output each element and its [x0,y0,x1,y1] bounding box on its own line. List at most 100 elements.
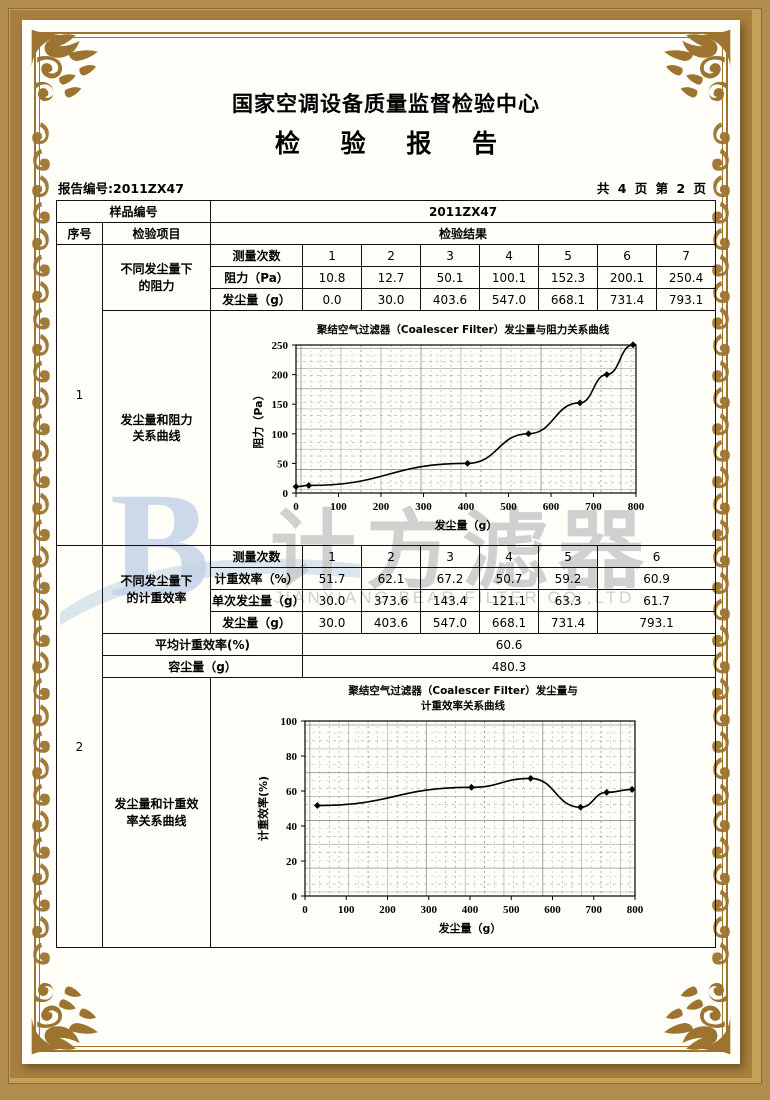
report-meta: 报告编号:2011ZX47 共 4 页 第 2 页 [56,178,716,197]
svg-text:700: 700 [586,904,603,916]
svg-text:800: 800 [628,501,645,513]
table-row-chart-2: 发尘量和计重效 率关系曲线 聚结空气过滤器（Coalescer Filter）发… [57,677,717,948]
svg-text:0: 0 [283,488,289,500]
table-row-dust-capacity: 容尘量（g） 480.3 [57,655,717,678]
efficiency-value-6: 60.9 [597,567,717,590]
average-efficiency-value: 60.6 [302,633,717,656]
svg-text:0: 0 [293,501,299,513]
dust-value-1-2: 30.0 [361,288,422,311]
svg-text:0: 0 [302,904,308,916]
table-row-resistance-values: 阻力（Pa） 10.8 12.7 50.1 100.1 152.3 200.1 … [57,266,717,289]
measure-col-4: 4 [479,244,540,267]
svg-text:计重效率(%): 计重效率(%) [256,776,270,841]
resistance-label: 阻力（Pa） [210,266,304,289]
dust-value-1-3: 403.6 [420,288,481,311]
measure2-col-4: 4 [479,545,540,568]
dust-value-2-5: 731.4 [538,611,599,634]
svg-text:500: 500 [500,501,517,513]
sample-label: 样品编号 [55,200,212,223]
svg-text:60: 60 [286,786,298,798]
measure2-col-2: 2 [361,545,422,568]
dust-value-1-5: 668.1 [538,288,599,311]
dust-value-1-7: 793.1 [656,288,717,311]
dust-value-2-2: 403.6 [361,611,422,634]
dust-label-2: 发尘量（g） [210,611,304,634]
chart-1-plot: 0 100 200 300 400 500 600 700 800 0 50 100 150 200 250… [251,340,645,532]
svg-text:40: 40 [286,821,298,833]
measure-col-5: 5 [538,244,599,267]
dust-value-2-4: 668.1 [479,611,540,634]
dust-value-1-1: 0.0 [302,288,363,311]
efficiency-value-2: 62.1 [361,567,422,590]
dust-value-1-4: 547.0 [479,288,540,311]
dust-label-1: 发尘量（g） [210,288,304,311]
report-number: 报告编号:2011ZX47 [58,181,184,196]
svg-text:200: 200 [272,370,289,382]
measure-col-6: 6 [597,244,658,267]
dust-value-2-1: 30.0 [302,611,363,634]
resistance-value-5: 152.3 [538,266,599,289]
row-item-efficiency: 不同发尘量下 的计重效率 [101,545,212,634]
measure-col-3: 3 [420,244,481,267]
efficiency-value-3: 67.2 [420,567,481,590]
resistance-value-3: 50.1 [420,266,481,289]
chart-2-plot: 0 100 200 300 400 500 600 700 800 0 20 40 60 80 100 发尘量… [256,716,644,935]
dust-capacity-label: 容尘量（g） [101,655,304,678]
single-dust-value-1: 30.0 [302,589,363,612]
chart-cell-1: 聚结空气过滤器（Coalescer Filter）发尘量与阻力关系曲线 0 100… [210,310,717,546]
svg-text:发尘量（g）: 发尘量（g） [434,518,498,532]
svg-text:100: 100 [281,716,298,728]
dust-value-1-6: 731.4 [597,288,658,311]
efficiency-value-5: 59.2 [538,567,599,590]
chart-resistance: 聚结空气过滤器（Coalescer Filter）发尘量与阻力关系曲线 0 100… [212,319,714,537]
single-dust-value-3: 143.4 [420,589,481,612]
table-row-header: 序号 检验项目 检验结果 [56,222,717,245]
table-row-sample: 样品编号 2011ZX47 [55,200,717,223]
average-efficiency-label: 平均计重效率(%) [101,633,304,656]
chart-cell-2: 聚结空气过滤器（Coalescer Filter）发尘量与 计重效率关系曲线 0… [210,677,717,948]
single-dust-value-6: 61.7 [597,589,717,612]
svg-text:20: 20 [286,856,298,868]
row-index-1: 1 [56,244,103,546]
table-row-efficiency-head: 2 不同发尘量下 的计重效率 测量次数 1 2 3 4 5 6 [56,545,717,948]
svg-text:50: 50 [277,458,289,470]
svg-text:300: 300 [415,501,432,513]
efficiency-value-4: 50.7 [479,567,540,590]
org-title: 国家空调设备质量监督检验中心 [232,92,540,116]
measure2-col-5: 5 [538,545,599,568]
svg-text:200: 200 [373,501,390,513]
sub-header-measure-count-1: 测量次数 [210,244,304,267]
table-row-dust-values-1: 发尘量（g） 0.0 30.0 403.6 547.0 668.1 731.4 … [57,288,717,311]
measure2-col-3: 3 [420,545,481,568]
measure-col-7: 7 [656,244,717,267]
col-header-seq: 序号 [56,222,103,245]
report-table: 样品编号 2011ZX47 序号 检验项目 检验结果 1 不同发尘量下 的阻力 … [55,200,717,948]
chart-efficiency: 聚结空气过滤器（Coalescer Filter）发尘量与 计重效率关系曲线 0… [212,680,714,944]
table-row-resistance-head: 1 不同发尘量下 的阻力 测量次数 1 2 3 4 5 6 7 [56,244,717,546]
row-item-resistance: 不同发尘量下 的阻力 [101,244,212,311]
measure2-col-6: 6 [597,545,717,568]
table-row-average-efficiency: 平均计重效率(%) 60.6 [57,633,717,656]
svg-text:100: 100 [330,501,347,513]
svg-text:100: 100 [338,904,355,916]
svg-text:500: 500 [503,904,520,916]
measure2-col-1: 1 [302,545,363,568]
svg-text:400: 400 [458,501,475,513]
sample-value: 2011ZX47 [210,200,717,223]
chart-2-title: 聚结空气过滤器（Coalescer Filter）发尘量与 计重效率关系曲线 [348,685,578,712]
page-title: 检 验 报 告 [274,129,514,158]
single-dust-value-4: 121.1 [479,589,540,612]
measure-col-1: 1 [302,244,363,267]
svg-text:250: 250 [272,340,289,352]
col-header-result: 检验结果 [210,222,717,245]
svg-text:80: 80 [286,751,298,763]
row-item-curve-1: 发尘量和阻力 关系曲线 [101,310,212,546]
svg-text:150: 150 [272,399,289,411]
resistance-value-6: 200.1 [597,266,658,289]
table-row-chart-1: 发尘量和阻力 关系曲线 聚结空气过滤器（Coalescer Filter）发尘量… [57,310,717,546]
chart-1-title: 聚结空气过滤器（Coalescer Filter）发尘量与阻力关系曲线 [316,323,610,336]
svg-text:800: 800 [627,904,644,916]
report-content: 国家空调设备质量监督检验中心 检 验 报 告 报告编号:2011ZX47 共 4… [55,58,717,1018]
dust-capacity-value: 480.3 [302,655,717,678]
svg-text:0: 0 [292,891,298,903]
